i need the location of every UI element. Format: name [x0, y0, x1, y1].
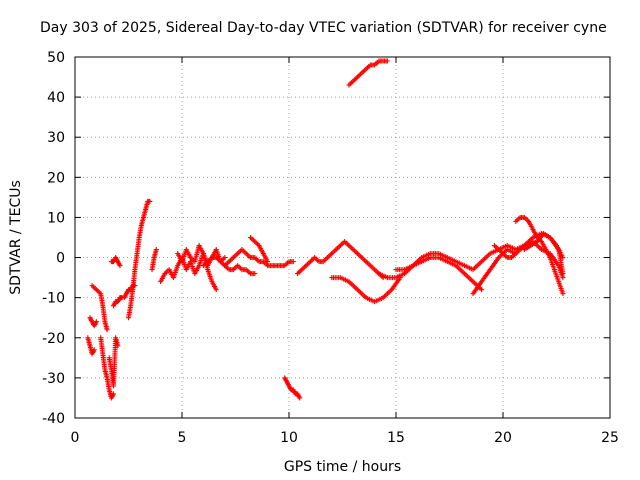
data-point	[560, 291, 566, 297]
y-tick-label: 10	[47, 210, 65, 226]
y-tick-label: 0	[56, 251, 65, 267]
series-s3	[89, 283, 110, 333]
y-axis-label: SDTVAR / TECUs	[8, 180, 24, 295]
data-point	[560, 255, 566, 261]
data-point	[91, 347, 97, 353]
y-tick-label: 20	[47, 170, 65, 186]
series-s4	[98, 335, 117, 401]
chart-title: Day 303 of 2025, Sidereal Day-to-day VTE…	[40, 20, 607, 36]
data-point	[560, 271, 566, 277]
series-s24	[513, 214, 566, 297]
series-s6	[111, 295, 125, 309]
y-tick-labels: 50 40 30 20 10 0 -10 -20 -30 -40	[42, 50, 65, 427]
series-s14	[222, 263, 258, 277]
x-tick-label: 15	[387, 430, 405, 446]
series-s9	[121, 283, 138, 301]
data-point	[513, 251, 519, 257]
x-tick-label: 10	[280, 430, 298, 446]
data-point	[252, 271, 258, 277]
data-points	[85, 58, 566, 401]
data-point	[265, 259, 271, 265]
series-s2	[87, 315, 99, 329]
data-point	[153, 247, 159, 253]
y-tick-label: 30	[47, 130, 65, 146]
x-tick-label: 0	[71, 430, 80, 446]
data-point	[93, 319, 99, 325]
y-tick-label: -30	[42, 371, 65, 387]
data-point	[132, 283, 138, 289]
data-point	[117, 263, 123, 269]
data-point	[213, 287, 219, 293]
series-s15	[247, 235, 271, 265]
data-point	[111, 391, 117, 397]
x-axis-label: GPS time / hours	[284, 459, 401, 475]
series-s19	[346, 58, 390, 88]
series-s1	[85, 335, 97, 357]
y-tick-label: 50	[47, 50, 65, 66]
series-s23	[491, 243, 519, 261]
y-tick-label: -20	[42, 331, 65, 347]
x-tick-label: 5	[178, 430, 187, 446]
y-tick-label: -40	[42, 411, 65, 427]
data-point	[104, 327, 110, 333]
series-s7	[108, 255, 123, 269]
series-s5	[106, 335, 121, 389]
y-tick-label: -10	[42, 291, 65, 307]
data-point	[290, 259, 296, 265]
x-tick-label: 25	[601, 430, 619, 446]
grid-lines	[75, 57, 610, 418]
series-s21	[393, 255, 485, 293]
series-s10	[149, 247, 159, 273]
plot-frame	[74, 56, 611, 419]
data-point	[384, 58, 390, 64]
data-point	[147, 198, 153, 204]
series-s16	[282, 375, 303, 401]
y-tick-label: 40	[47, 90, 65, 106]
data-point	[115, 343, 121, 349]
data-point	[222, 255, 228, 261]
x-tick-label: 20	[494, 430, 512, 446]
data-point	[479, 287, 485, 293]
x-tick-labels: 0 5 10 15 20 25	[71, 430, 619, 446]
data-point	[297, 395, 303, 401]
series-s25	[521, 230, 566, 261]
